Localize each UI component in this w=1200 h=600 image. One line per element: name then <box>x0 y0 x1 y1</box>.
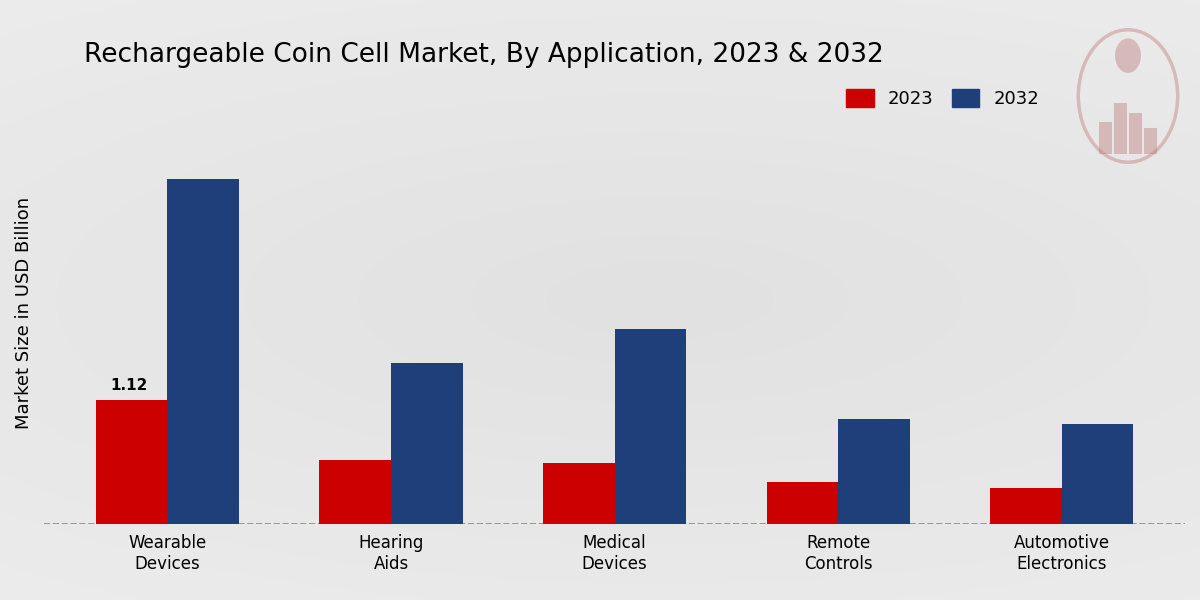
Bar <box>168 179 239 524</box>
Bar <box>544 463 614 524</box>
Ellipse shape <box>19 82 1200 518</box>
Ellipse shape <box>359 197 961 403</box>
Bar <box>1129 113 1142 154</box>
Ellipse shape <box>283 172 1037 428</box>
Bar <box>319 460 391 524</box>
Ellipse shape <box>547 262 773 338</box>
Bar <box>1099 122 1111 154</box>
Ellipse shape <box>433 223 887 377</box>
Bar <box>96 400 168 524</box>
Ellipse shape <box>584 274 736 326</box>
Bar <box>614 329 686 524</box>
Ellipse shape <box>169 133 1151 467</box>
Bar <box>391 363 462 524</box>
Bar <box>838 419 910 524</box>
Text: Rechargeable Coin Cell Market, By Application, 2023 & 2032: Rechargeable Coin Cell Market, By Applic… <box>84 42 883 68</box>
Ellipse shape <box>320 184 1000 416</box>
Ellipse shape <box>0 4 1200 596</box>
Ellipse shape <box>472 236 848 364</box>
Text: 1.12: 1.12 <box>110 378 148 393</box>
Bar <box>1114 103 1127 154</box>
Ellipse shape <box>132 120 1188 480</box>
Ellipse shape <box>396 210 924 390</box>
Ellipse shape <box>0 30 1200 570</box>
Ellipse shape <box>208 146 1112 454</box>
Bar <box>1062 424 1133 524</box>
Bar <box>990 488 1062 524</box>
Ellipse shape <box>0 56 1200 544</box>
Ellipse shape <box>0 17 1200 583</box>
Ellipse shape <box>95 107 1200 493</box>
Ellipse shape <box>509 248 811 352</box>
Circle shape <box>1115 38 1141 73</box>
Ellipse shape <box>623 287 697 313</box>
Ellipse shape <box>0 43 1200 557</box>
Bar <box>1145 128 1157 154</box>
Ellipse shape <box>56 94 1200 506</box>
Bar <box>767 482 838 524</box>
Ellipse shape <box>0 68 1200 532</box>
Legend: 2023, 2032: 2023, 2032 <box>846 89 1039 108</box>
Ellipse shape <box>245 158 1075 442</box>
Y-axis label: Market Size in USD Billion: Market Size in USD Billion <box>14 197 34 429</box>
